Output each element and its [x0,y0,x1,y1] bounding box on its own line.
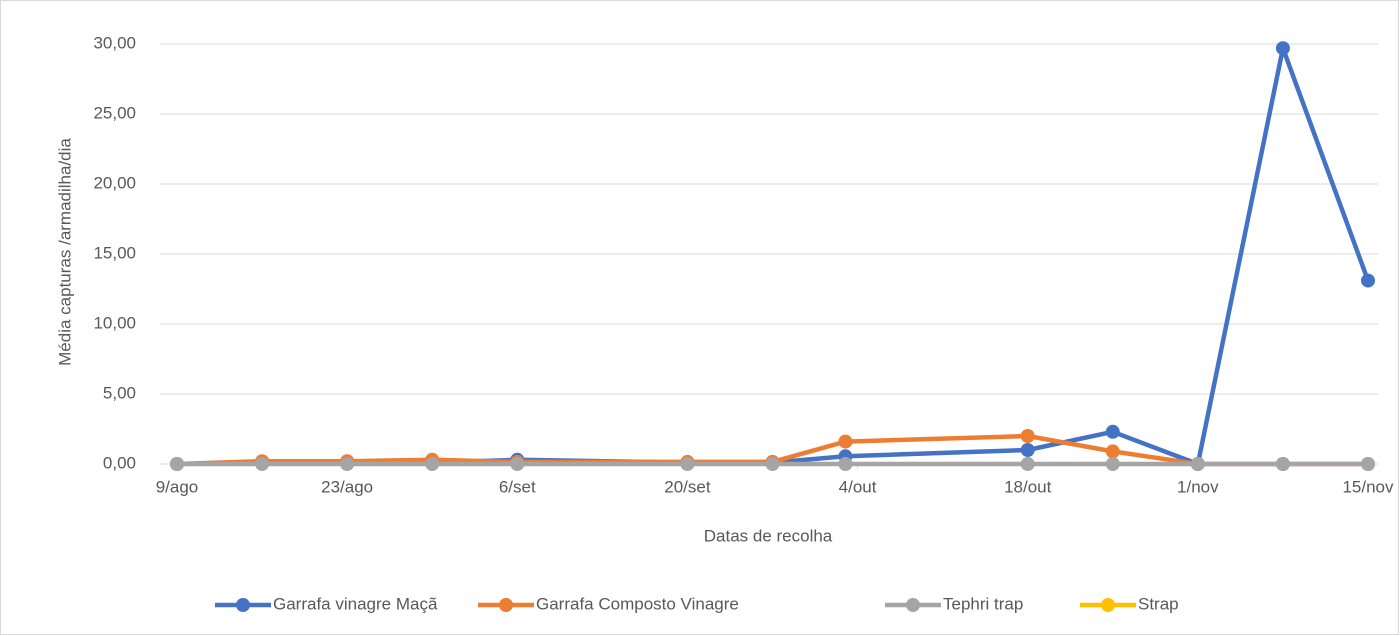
y-tick-label: 20,00 [93,173,136,192]
data-point [255,457,270,471]
x-tick-label: 9/ago [156,477,199,496]
y-tick-label: 15,00 [93,243,136,262]
x-tick-label: 15/nov [1342,477,1394,496]
x-tick-label: 1/nov [1177,477,1219,496]
data-point [1020,443,1035,457]
legend-marker [236,598,250,612]
x-tick-label: 4/out [839,477,877,496]
data-point [838,457,853,471]
legend-label: Strap [1138,594,1179,613]
legend-label: Garrafa Composto Vinagre [536,594,739,613]
data-point [1105,457,1120,471]
y-tick-label: 10,00 [93,313,136,332]
data-point [1361,457,1375,471]
data-point [1020,429,1035,443]
y-tick-label: 25,00 [93,103,136,122]
x-axis-label: Datas de recolha [704,526,833,545]
y-axis-label: Média capturas /armadilha/dia [55,138,74,366]
data-point [425,457,440,471]
legend-label: Garrafa vinagre Maçã [273,594,438,613]
data-point [170,457,184,471]
data-point [680,457,695,471]
y-tick-label: 30,00 [93,33,136,52]
data-point [1020,457,1035,471]
data-point [340,457,355,471]
x-tick-label: 6/set [499,477,536,496]
x-tick-label: 20/set [664,477,711,496]
legend-marker [906,598,920,612]
y-tick-label: 5,00 [103,383,136,402]
data-point [1105,444,1120,459]
data-point [1275,41,1290,56]
y-tick-label: 0,00 [103,453,136,472]
data-point [1190,457,1205,471]
legend-marker [1101,598,1115,612]
data-point [1275,457,1290,471]
x-tick-label: 23/ago [321,477,373,496]
legend-marker [499,598,513,612]
data-point [510,457,525,471]
data-point [765,457,780,471]
data-point [1361,273,1375,288]
legend-label: Tephri trap [943,594,1023,613]
data-point [838,434,853,449]
data-point [1105,424,1120,439]
x-tick-label: 18/out [1004,477,1052,496]
